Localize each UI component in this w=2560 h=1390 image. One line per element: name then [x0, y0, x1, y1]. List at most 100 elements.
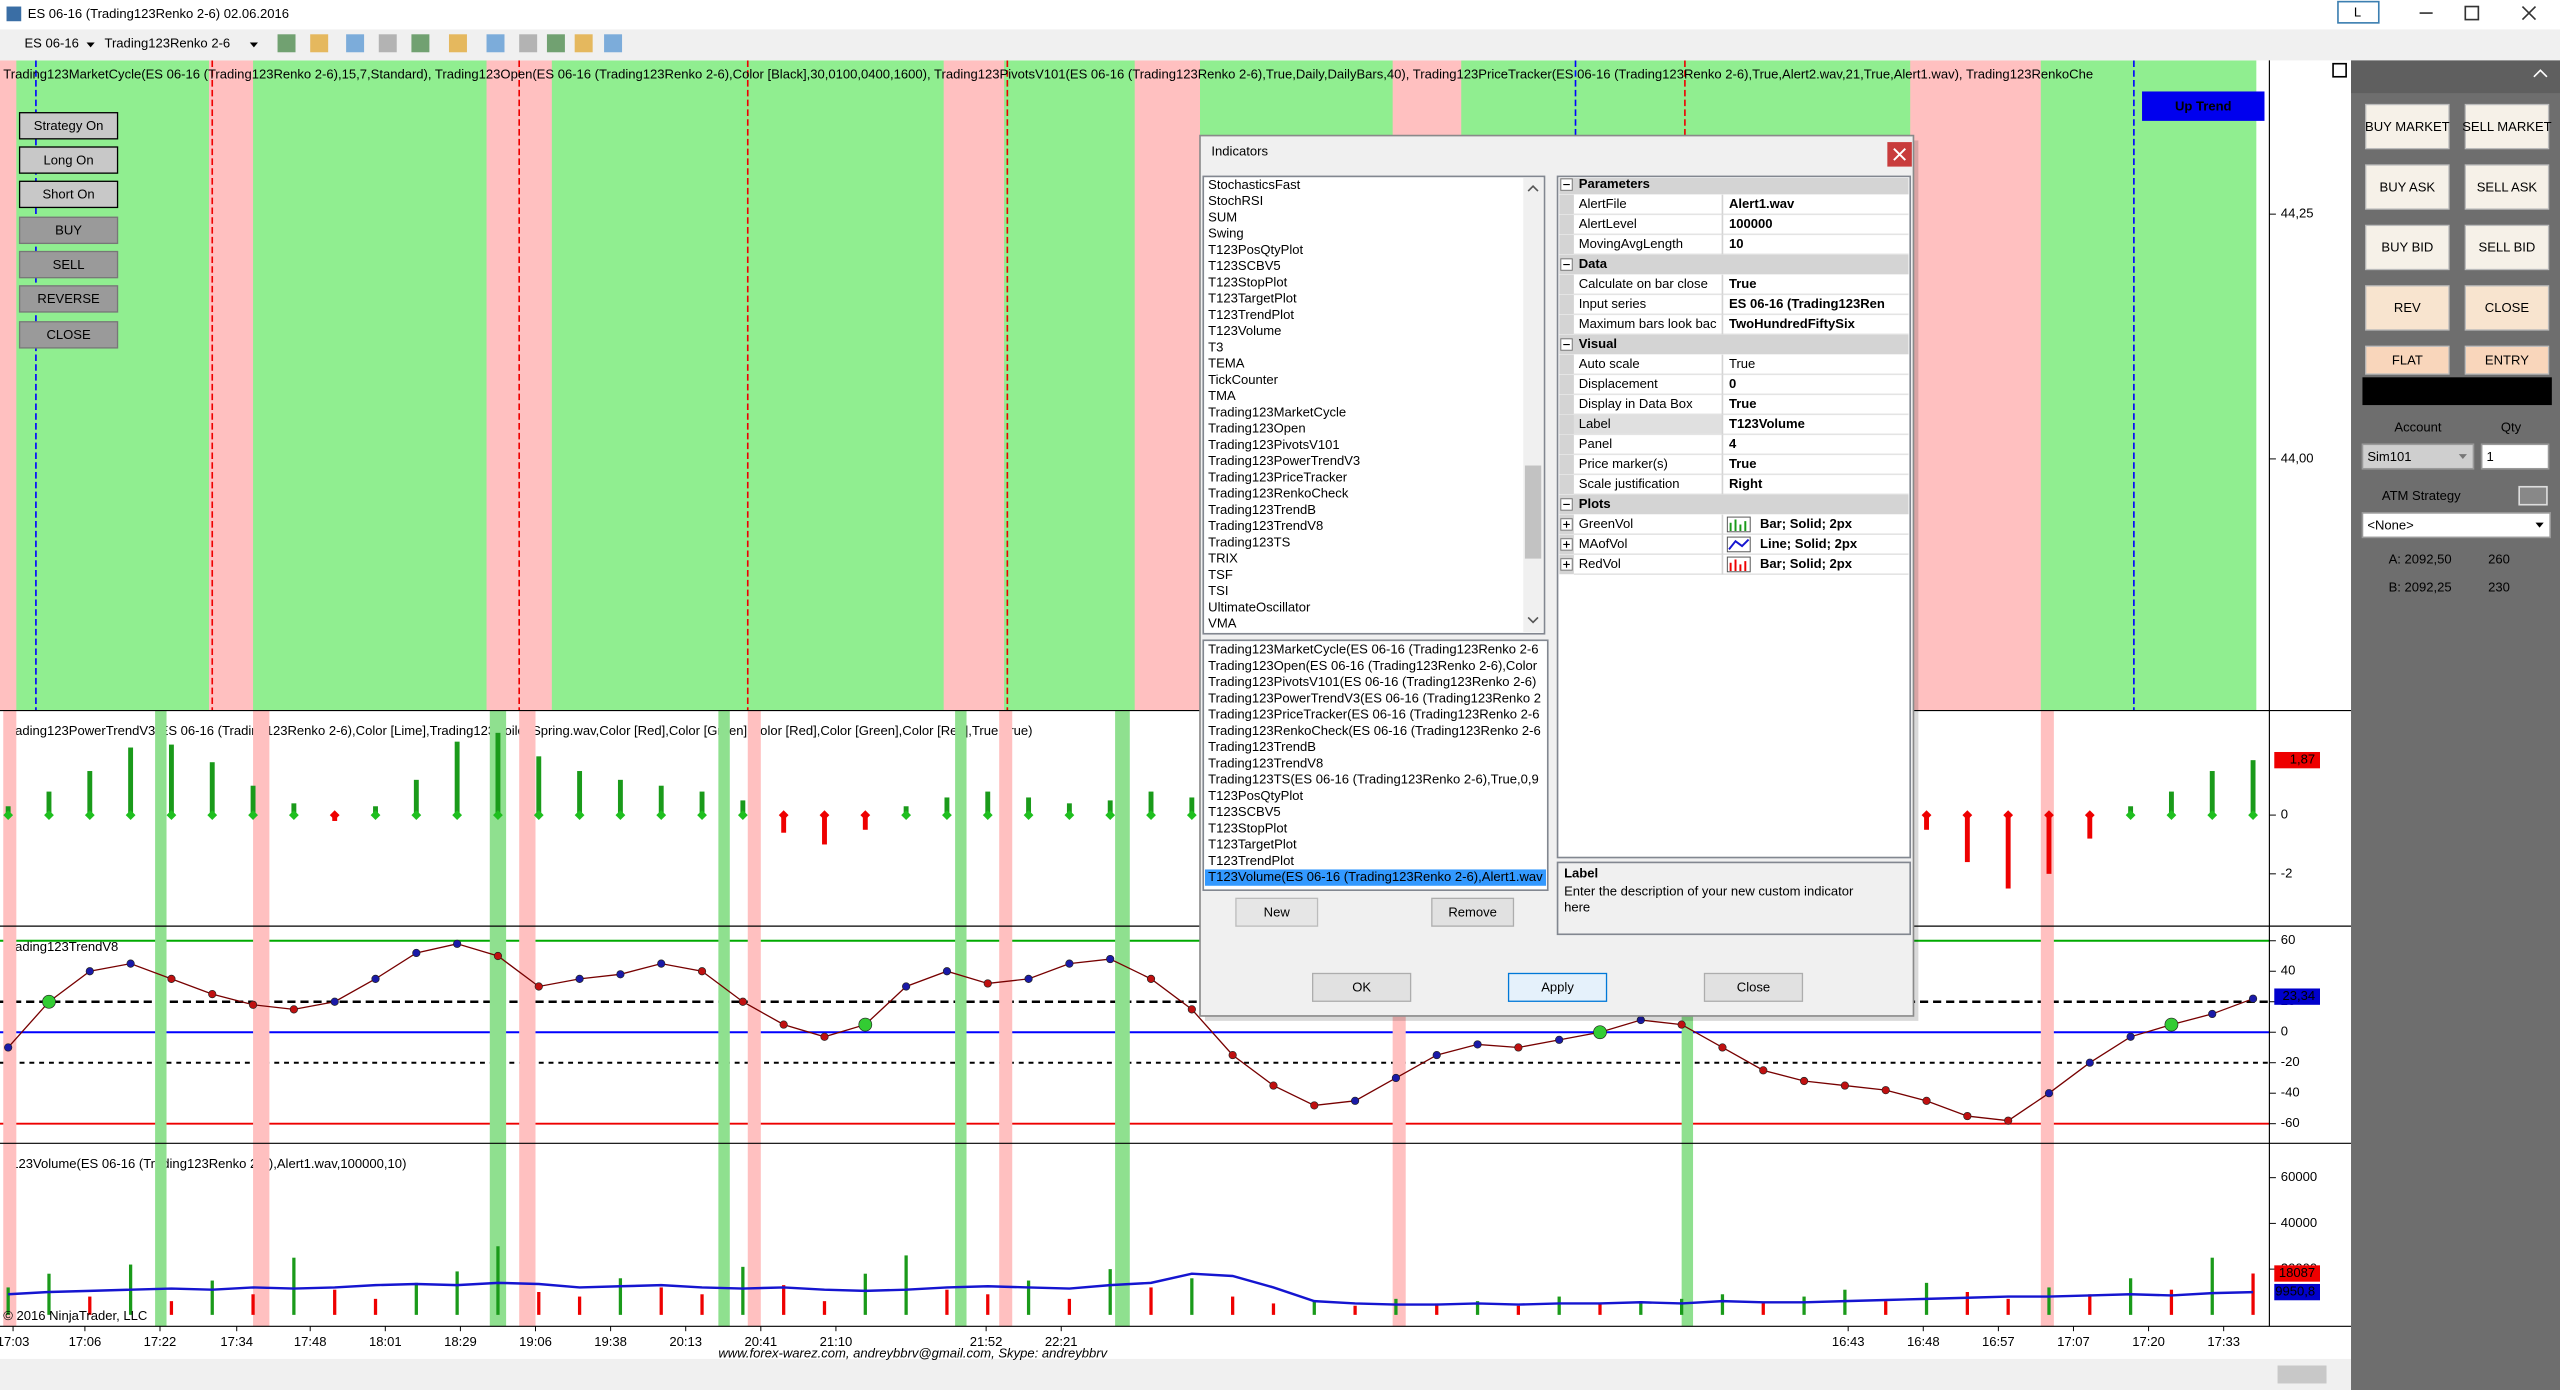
available-item[interactable]: T3 — [1208, 339, 1223, 354]
bar-type-selector[interactable]: Trading123Renko 2-6 — [104, 36, 230, 51]
available-item[interactable]: T123Volume — [1208, 323, 1281, 338]
property-value[interactable]: 10 — [1729, 236, 1744, 251]
account-value[interactable]: Sim101 — [2367, 449, 2411, 464]
available-item[interactable]: Trading123PowerTrendV3 — [1208, 453, 1360, 468]
toolbar-icon[interactable] — [574, 34, 593, 53]
available-item[interactable]: Trading123TrendV8 — [1208, 518, 1323, 533]
available-item[interactable]: TSF — [1208, 567, 1233, 582]
toolbar-icon[interactable] — [310, 34, 329, 53]
toolbar-icon[interactable] — [346, 34, 365, 53]
strategy-button[interactable]: CLOSE — [18, 321, 119, 349]
available-item[interactable]: TSI — [1208, 583, 1228, 598]
property-value[interactable]: Right — [1729, 476, 1763, 491]
available-item[interactable]: TickCounter — [1208, 372, 1278, 387]
account-select[interactable] — [2361, 443, 2475, 470]
h-scroll-thumb[interactable] — [2277, 1365, 2327, 1384]
property-value[interactable]: True — [1729, 396, 1757, 411]
available-item[interactable]: Swing — [1208, 226, 1244, 241]
available-item[interactable]: T123TargetPlot — [1208, 291, 1297, 306]
entry-button-label[interactable]: ENTRY — [2485, 352, 2529, 367]
available-item[interactable]: StochasticsFast — [1208, 177, 1300, 192]
applied-item[interactable]: T123TrendPlot — [1208, 853, 1294, 868]
applied-item[interactable]: T123PosQtyPlot — [1208, 788, 1303, 803]
applied-item[interactable]: T123StopPlot — [1208, 820, 1287, 835]
atm-icon[interactable] — [2518, 485, 2548, 506]
collapse-icon[interactable] — [2533, 69, 2548, 78]
entry-button[interactable]: ENTRY — [2464, 345, 2550, 375]
property-value[interactable]: True — [1729, 456, 1757, 471]
order-button-label[interactable]: BUY MARKET — [2365, 119, 2450, 134]
applied-item[interactable]: Trading123PowerTrendV3(ES 06-16 (Trading… — [1208, 690, 1541, 705]
available-item[interactable]: T123SCBV5 — [1208, 258, 1281, 273]
toolbar-icon[interactable] — [604, 34, 623, 53]
strategy-button-label[interactable]: Short On — [42, 187, 94, 202]
order-button[interactable]: SELL BID — [2464, 224, 2550, 271]
qty-input[interactable] — [2480, 443, 2550, 470]
available-item[interactable]: Trading123TrendB — [1208, 502, 1316, 517]
available-item[interactable]: T123StopPlot — [1208, 274, 1287, 289]
available-item[interactable]: T123PosQtyPlot — [1208, 242, 1303, 257]
ok-button-label[interactable]: OK — [1352, 980, 1371, 995]
apply-button-label[interactable]: Apply — [1541, 980, 1574, 995]
order-button[interactable]: SELL MARKET — [2462, 103, 2552, 150]
order-button-label[interactable]: BUY ASK — [2380, 179, 2436, 194]
property-value[interactable]: 4 — [1729, 436, 1737, 451]
applied-list[interactable] — [1202, 639, 1549, 892]
order-button[interactable]: REV — [2365, 285, 2450, 331]
applied-item[interactable]: Trading123Open(ES 06-16 (Trading123Renko… — [1208, 658, 1538, 673]
toolbar-icon[interactable] — [486, 34, 505, 53]
order-button[interactable]: BUY BID — [2365, 224, 2450, 271]
property-value[interactable]: 0 — [1729, 376, 1736, 391]
available-item[interactable]: Trading123TS — [1208, 534, 1290, 549]
maximize-button[interactable] — [2464, 5, 2480, 21]
close-button-label[interactable]: Close — [1737, 980, 1770, 995]
order-button-label[interactable]: REV — [2394, 300, 2421, 315]
strategy-button-label[interactable]: CLOSE — [46, 327, 91, 342]
strategy-button[interactable]: REVERSE — [18, 285, 119, 313]
property-value[interactable]: TwoHundredFiftySix — [1729, 316, 1856, 331]
applied-item[interactable]: Trading123TrendV8 — [1208, 755, 1323, 770]
property-value[interactable]: Alert1.wav — [1729, 196, 1795, 211]
qty-value[interactable]: 1 — [2487, 449, 2494, 464]
list-scroll-thumb[interactable] — [1524, 465, 1542, 559]
available-item[interactable]: Trading123PivotsV101 — [1208, 437, 1340, 452]
strategy-button-label[interactable]: Strategy On — [34, 118, 104, 133]
property-value[interactable]: Bar; Solid; 2px — [1760, 516, 1853, 531]
property-value[interactable]: Line; Solid; 2px — [1760, 536, 1858, 551]
close-button[interactable] — [2521, 5, 2537, 21]
strategy-button[interactable]: Strategy On — [18, 112, 119, 140]
strategy-button-label[interactable]: BUY — [55, 223, 82, 238]
tab-label[interactable]: L — [2354, 5, 2361, 20]
order-button[interactable]: BUY ASK — [2365, 164, 2450, 210]
strategy-button[interactable]: Long On — [18, 146, 119, 174]
available-item[interactable]: TRIX — [1208, 551, 1238, 566]
property-value[interactable]: Bar; Solid; 2px — [1760, 556, 1853, 571]
order-button-label[interactable]: SELL MARKET — [2462, 119, 2551, 134]
flat-button[interactable]: FLAT — [2365, 345, 2450, 375]
order-button-label[interactable]: CLOSE — [2485, 300, 2530, 315]
available-item[interactable]: T123TrendPlot — [1208, 307, 1294, 322]
new-button-label[interactable]: New — [1264, 905, 1291, 920]
instrument-selector[interactable]: ES 06-16 — [24, 36, 78, 51]
applied-item[interactable]: Trading123TS(ES 06-16 (Trading123Renko 2… — [1208, 772, 1539, 787]
toolbar-icon[interactable] — [448, 34, 467, 53]
strategy-button[interactable]: SELL — [18, 250, 119, 279]
available-item[interactable]: Trading123RenkoCheck — [1208, 486, 1349, 501]
order-button[interactable]: SELL ASK — [2464, 164, 2550, 210]
scroll-down[interactable] — [1527, 616, 1539, 624]
atm-select[interactable] — [2361, 512, 2552, 539]
order-button[interactable]: BUY MARKET — [2365, 103, 2450, 150]
remove-button-label[interactable]: Remove — [1448, 905, 1497, 920]
remove-button[interactable]: Remove — [1431, 897, 1515, 927]
applied-item[interactable]: Trading123RenkoCheck(ES 06-16 (Trading12… — [1208, 723, 1541, 738]
applied-item[interactable]: Trading123PriceTracker(ES 06-16 (Trading… — [1208, 707, 1539, 722]
strategy-button[interactable]: Short On — [18, 180, 119, 209]
strategy-button-label[interactable]: Long On — [44, 152, 94, 167]
list-scrollbar[interactable] — [1523, 178, 1543, 633]
apply-button[interactable]: Apply — [1507, 972, 1608, 1002]
new-button[interactable]: New — [1235, 897, 1319, 927]
property-value[interactable]: True — [1729, 276, 1757, 291]
scroll-up[interactable] — [1527, 185, 1539, 192]
available-item[interactable]: StochRSI — [1208, 193, 1263, 208]
close-button[interactable]: Close — [1703, 972, 1804, 1002]
